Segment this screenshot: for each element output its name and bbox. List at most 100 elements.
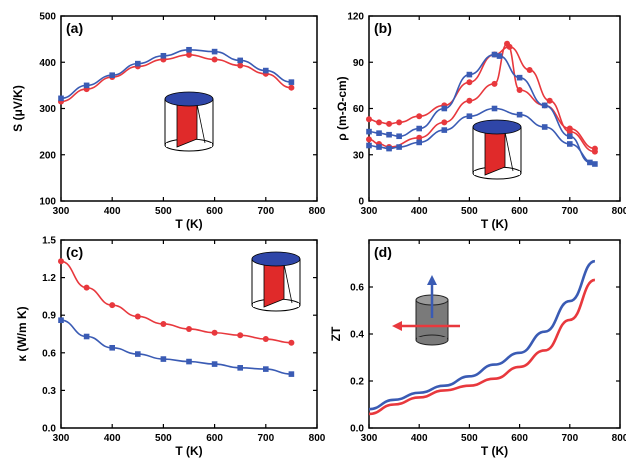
data-point [366,128,372,135]
y-tick-label: 0.9 [42,311,56,322]
cylinder-arrows-icon [392,275,460,346]
data-point [134,313,141,320]
y-axis-label: S (μV/K) [11,85,25,132]
data-point [186,325,192,332]
data-point [160,356,167,362]
x-tick-label: 500 [461,433,478,444]
x-tick-label: 700 [257,206,274,217]
x-tick-label: 600 [511,206,528,217]
data-point [441,127,448,133]
data-point [592,161,598,167]
y-tick-label: 1.2 [42,273,56,284]
x-tick-label: 500 [461,206,478,217]
data-point [211,329,218,336]
y-tick-label: 500 [39,12,56,23]
x-tick-label: 400 [104,206,121,217]
panel-label: (d) [374,244,392,260]
data-point [263,67,269,74]
data-point [376,130,382,136]
x-tick-label: 800 [612,433,626,444]
y-tick-label: 0.2 [350,377,364,388]
x-tick-label: 700 [561,206,578,217]
x-tick-label: 700 [561,433,578,444]
data-point [567,133,573,140]
y-axis-label: κ (W/m K) [15,306,29,361]
y-axis-label: ZT [329,326,343,341]
x-tick-label: 500 [155,433,172,444]
data-point [441,119,448,126]
x-tick-label: 300 [53,206,70,217]
data-point [526,66,533,73]
panel-label: (a) [66,20,83,36]
red-slice [176,103,198,148]
data-point [109,302,116,309]
panel-2: 300 400 500 600 700 800 0 30 60 90 120 T (K) ρ (m-Ω-… [335,12,626,232]
data-point [541,124,548,130]
data-point [504,40,511,47]
data-point [211,56,218,63]
data-point [567,141,573,147]
data-point [109,344,115,351]
y-tick-label: 400 [39,58,56,69]
series-blue-line [60,48,292,100]
data-point [496,53,503,59]
x-tick-label: 800 [309,433,326,444]
data-point [386,131,392,138]
data-point [491,105,498,112]
data-point [58,317,64,324]
data-point [160,52,167,59]
data-point [466,71,473,78]
data-point [186,358,192,365]
y-tick-label: 200 [39,150,56,161]
data-point [83,82,90,89]
series-red-line [60,260,292,344]
cylinder-bottom-mask [166,143,212,147]
x-tick-label: 600 [206,206,223,217]
cylinder-top [472,119,522,135]
cylinder-icon [251,251,301,312]
slice-edge [504,131,514,172]
data-point [366,136,372,143]
x-tick-label: 700 [257,433,274,444]
plot-frame [60,239,318,429]
data-point [366,142,372,149]
data-point [83,284,90,291]
data-point [516,74,523,81]
x-axis-label: T (K) [175,444,202,458]
data-point [376,119,383,126]
data-point [396,144,402,150]
cylinder-top [251,251,301,267]
x-tick-label: 600 [511,433,528,444]
y-tick-label: 0.0 [42,424,56,435]
x-axis-label: T (K) [481,444,508,458]
data-point [516,87,523,93]
data-point [160,320,167,327]
cylinder-bottom-mask [417,337,447,341]
data-point [466,79,473,86]
cylinder-icon [164,91,214,152]
cylinder-bottom-mask [474,171,520,175]
panel-label: (b) [374,20,392,36]
series-red-line [60,54,292,103]
y-tick-label: 100 [39,197,56,208]
data-point [441,105,448,112]
x-tick-label: 300 [53,433,70,444]
y-tick-label: 120 [347,12,364,23]
data-point [262,336,269,343]
data-point [396,133,402,140]
data-point [366,116,372,123]
slice-edge [283,263,293,304]
data-point [396,119,403,126]
x-axis-label: T (K) [481,217,508,231]
data-point [135,351,141,357]
y-tick-label: 0.0 [350,424,364,435]
data-point [186,51,192,58]
x-tick-label: 400 [104,433,121,444]
data-point [83,333,90,340]
red-arrow-head [392,321,402,331]
data-point [109,72,115,78]
x-axis-label: T (K) [175,217,202,231]
x-tick-label: 800 [309,206,326,217]
data-point [211,48,218,55]
